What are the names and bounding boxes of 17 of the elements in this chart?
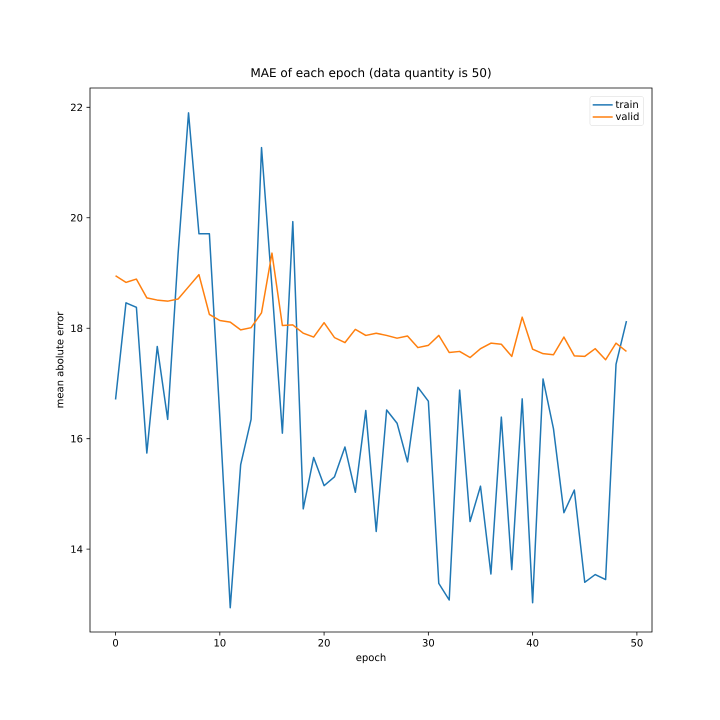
x-tick-label: 10: [214, 639, 226, 647]
legend-label: train: [616, 100, 638, 108]
x-tick-label: 20: [318, 639, 330, 647]
x-tick-label: 0: [113, 639, 118, 647]
x-tick-label: 40: [526, 639, 538, 647]
legend-label: valid: [616, 112, 638, 120]
y-tick-label: 22: [70, 104, 82, 112]
y-tick-label: 18: [71, 324, 82, 332]
chart-title: MAE of each epoch (data quantity is 50): [252, 68, 491, 80]
y-axis-title: mean abolute error: [56, 312, 64, 408]
x-tick-label: 50: [631, 639, 643, 647]
x-tick-label: 30: [422, 639, 434, 647]
y-tick-label: 14: [71, 546, 82, 553]
y-tick-label: 16: [71, 434, 82, 442]
y-tick-label: 20: [70, 214, 82, 222]
line-series: [114, 252, 628, 360]
x-axis-title: epoch: [356, 653, 386, 664]
